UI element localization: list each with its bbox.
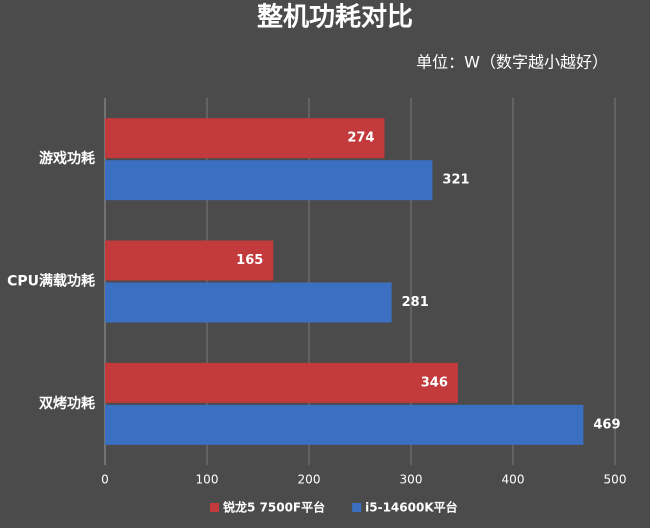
x-tick-label: 400 [502,473,525,487]
y-tick-label: 双烤功耗 [39,395,95,412]
data-label: 274 [347,131,374,146]
bar [105,282,392,323]
y-tick-label: CPU满载功耗 [7,273,95,290]
x-tick-label: 500 [604,473,627,487]
legend-swatch [210,503,219,512]
data-label: 281 [402,295,429,310]
data-label: 165 [236,253,263,268]
x-tick-label: 300 [400,473,423,487]
bar [105,240,274,281]
bar [105,160,433,201]
bar [105,118,385,159]
data-label: 321 [442,173,469,188]
x-tick-label: 200 [298,473,321,487]
bar [105,404,584,445]
x-tick-label: 0 [101,473,109,487]
data-label: 346 [421,375,448,390]
chart-title: 整机功耗对比 [257,2,413,33]
x-tick-label: 100 [196,473,219,487]
chart-subtitle: 单位：W（数字越小越好） [416,53,608,72]
legend-label: i5-14600K平台 [365,500,458,515]
legend-swatch [352,503,362,512]
data-label: 469 [593,417,620,432]
legend-label: 锐龙5 7500F平台 [223,500,325,515]
bar [105,362,458,403]
y-tick-label: 游戏功耗 [39,150,95,167]
